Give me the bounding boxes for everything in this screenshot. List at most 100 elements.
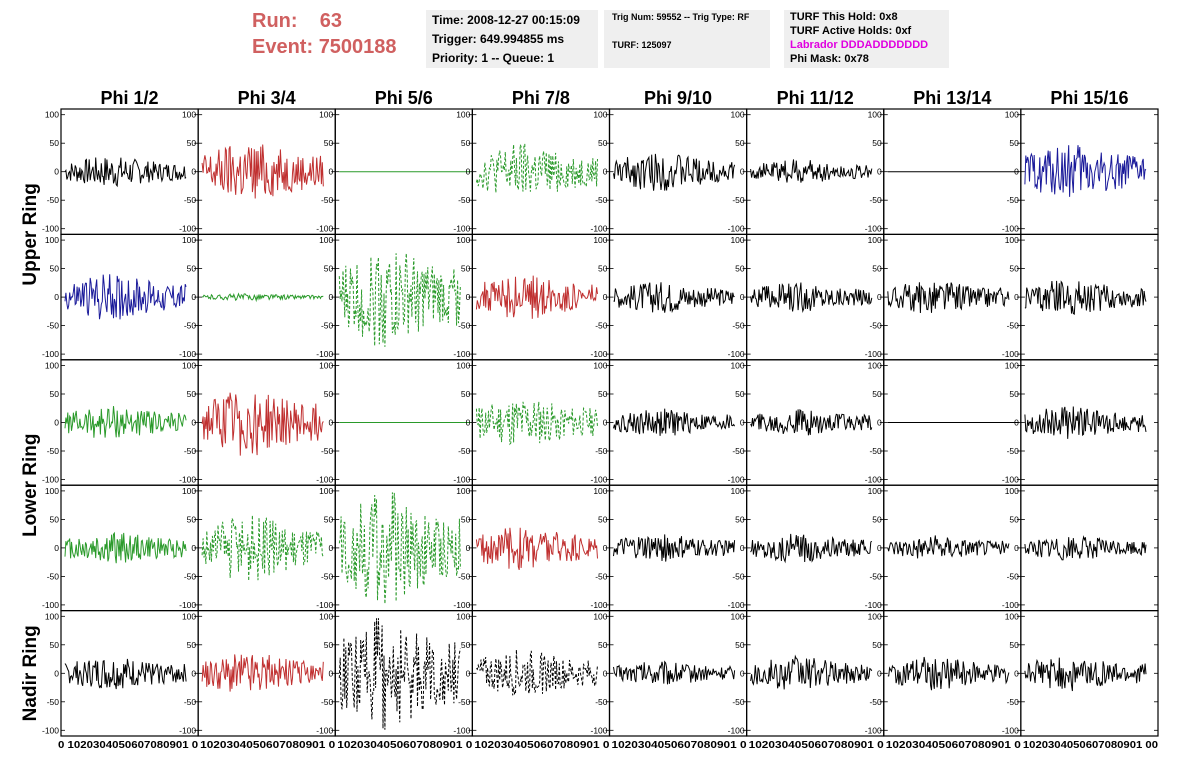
- y-tick-label: -100: [453, 475, 470, 485]
- waveform-line: [201, 515, 324, 581]
- y-tick-label: -50: [458, 697, 471, 707]
- waveform-line: [613, 534, 736, 562]
- turf-active-holds-text: TURF Active Holds: 0xf: [790, 25, 912, 37]
- y-tick-label: 100: [1005, 110, 1019, 120]
- y-tick-label: 50: [598, 640, 608, 650]
- y-tick-label: -100: [316, 224, 333, 234]
- waveform-line: [750, 408, 873, 436]
- y-tick-label: -50: [595, 195, 608, 205]
- waveform-line: [887, 656, 1010, 691]
- waveform-line: [1024, 145, 1147, 197]
- waveform-line: [887, 282, 1010, 314]
- y-tick-label: 0: [329, 292, 334, 302]
- turf-this-hold-text: TURF This Hold: 0x8: [790, 11, 898, 23]
- y-tick-label: 0: [191, 668, 196, 678]
- y-tick-label: 100: [182, 486, 196, 496]
- y-tick-label: -50: [47, 571, 60, 581]
- panel: 100 50 0 -50 -100: [590, 359, 748, 486]
- y-tick-label: -100: [1002, 224, 1019, 234]
- y-tick-label: 100: [182, 235, 196, 245]
- y-tick-label: -100: [728, 349, 745, 359]
- y-tick-label: -100: [865, 725, 882, 735]
- panel: 100 50 0 -50 -100: [1002, 484, 1159, 612]
- y-tick-label: -100: [42, 600, 59, 610]
- y-tick-label: 50: [598, 264, 608, 274]
- panel: 100 50 0 -50 -100: [179, 484, 336, 612]
- waveform-line: [64, 658, 187, 690]
- waveform-line: [475, 401, 598, 446]
- phi-mask-text: Phi Mask: 0x78: [790, 53, 869, 65]
- column-header: Phi 11/12: [777, 88, 854, 108]
- y-tick-label: 0: [466, 418, 471, 428]
- y-tick-label: -50: [1007, 571, 1020, 581]
- y-tick-label: -50: [732, 571, 745, 581]
- y-tick-label: 50: [187, 514, 197, 524]
- y-tick-label: -50: [47, 697, 60, 707]
- y-tick-label: 50: [872, 389, 882, 399]
- panel: 100 50 0 -50 -100: [453, 359, 611, 486]
- y-tick-label: 0: [329, 167, 334, 177]
- y-tick-label: 50: [735, 514, 745, 524]
- labrador-text: Labrador DDDADDDDDDD: [790, 39, 929, 51]
- y-tick-label: -50: [732, 321, 745, 331]
- y-tick-label: -100: [728, 475, 745, 485]
- y-tick-label: -100: [728, 600, 745, 610]
- panel-frame: [197, 484, 336, 612]
- y-tick-label: 50: [461, 264, 471, 274]
- y-tick-label: 0: [877, 668, 882, 678]
- waveform-line: [338, 618, 461, 730]
- y-tick-label: 100: [593, 486, 607, 496]
- y-tick-label: 100: [730, 110, 744, 120]
- y-tick-label: 50: [50, 514, 60, 524]
- y-tick-label: -50: [869, 195, 882, 205]
- x-tick-labels: 0 1020304050607080901 0: [58, 740, 199, 751]
- panel-frame: [1020, 233, 1159, 361]
- waveform-line: [750, 159, 873, 183]
- waveform-line: [475, 143, 598, 193]
- panel: 100 50 0 -50 -100: [316, 108, 473, 236]
- y-tick-label: -50: [595, 321, 608, 331]
- x-tick-labels: 1020304050607080901 0: [886, 740, 1022, 751]
- y-tick-label: 100: [45, 235, 59, 245]
- panel: 100 50 0 -50 -100: [316, 609, 473, 737]
- x-tick-labels: 1020304050607080901 0: [612, 740, 748, 751]
- event-row: Event: 7500188: [252, 34, 422, 60]
- run-label: Run:: [252, 10, 298, 32]
- y-tick-label: 100: [319, 361, 333, 371]
- y-tick-label: 100: [1005, 361, 1019, 371]
- y-tick-label: 100: [868, 611, 882, 621]
- y-tick-label: 0: [740, 543, 745, 553]
- panel: 100 50 0 -50 -100: [453, 609, 611, 737]
- y-tick-label: 100: [868, 361, 882, 371]
- y-tick-label: 0: [603, 292, 608, 302]
- y-tick-label: 100: [456, 235, 470, 245]
- panel-frame: [746, 484, 885, 612]
- y-tick-label: 0: [54, 543, 59, 553]
- column-header: Phi 9/10: [644, 88, 712, 108]
- y-tick-label: 0: [1014, 543, 1019, 553]
- y-tick-label: 0: [191, 292, 196, 302]
- panel: 100 50 0 -50 -100: [728, 609, 885, 737]
- y-tick-label: -50: [732, 697, 745, 707]
- panel-frame: [883, 484, 1022, 612]
- y-tick-label: 50: [324, 640, 334, 650]
- y-tick-label: -100: [1002, 475, 1019, 485]
- y-tick-label: 50: [50, 138, 60, 148]
- y-tick-label: -50: [1007, 446, 1020, 456]
- x-tick-labels: 1020304050607080901 0: [337, 740, 473, 751]
- waveform-line: [202, 292, 324, 303]
- y-tick-label: -50: [458, 321, 471, 331]
- y-tick-label: 50: [1009, 138, 1019, 148]
- y-tick-label: 0: [54, 167, 59, 177]
- y-tick-label: 100: [319, 235, 333, 245]
- waveform-line: [1024, 535, 1147, 561]
- panel: 100 50 0 -50 -100: [179, 359, 336, 486]
- y-tick-label: 50: [461, 514, 471, 524]
- y-tick-label: -50: [595, 446, 608, 456]
- y-tick-label: -50: [1007, 321, 1020, 331]
- waveform-line: [64, 406, 187, 438]
- panel: 100 50 0 -50 -100: [590, 233, 748, 361]
- panel-frame: [883, 233, 1022, 361]
- y-tick-label: -100: [42, 349, 59, 359]
- panel: 100 50 0 -50 -100: [1002, 108, 1159, 236]
